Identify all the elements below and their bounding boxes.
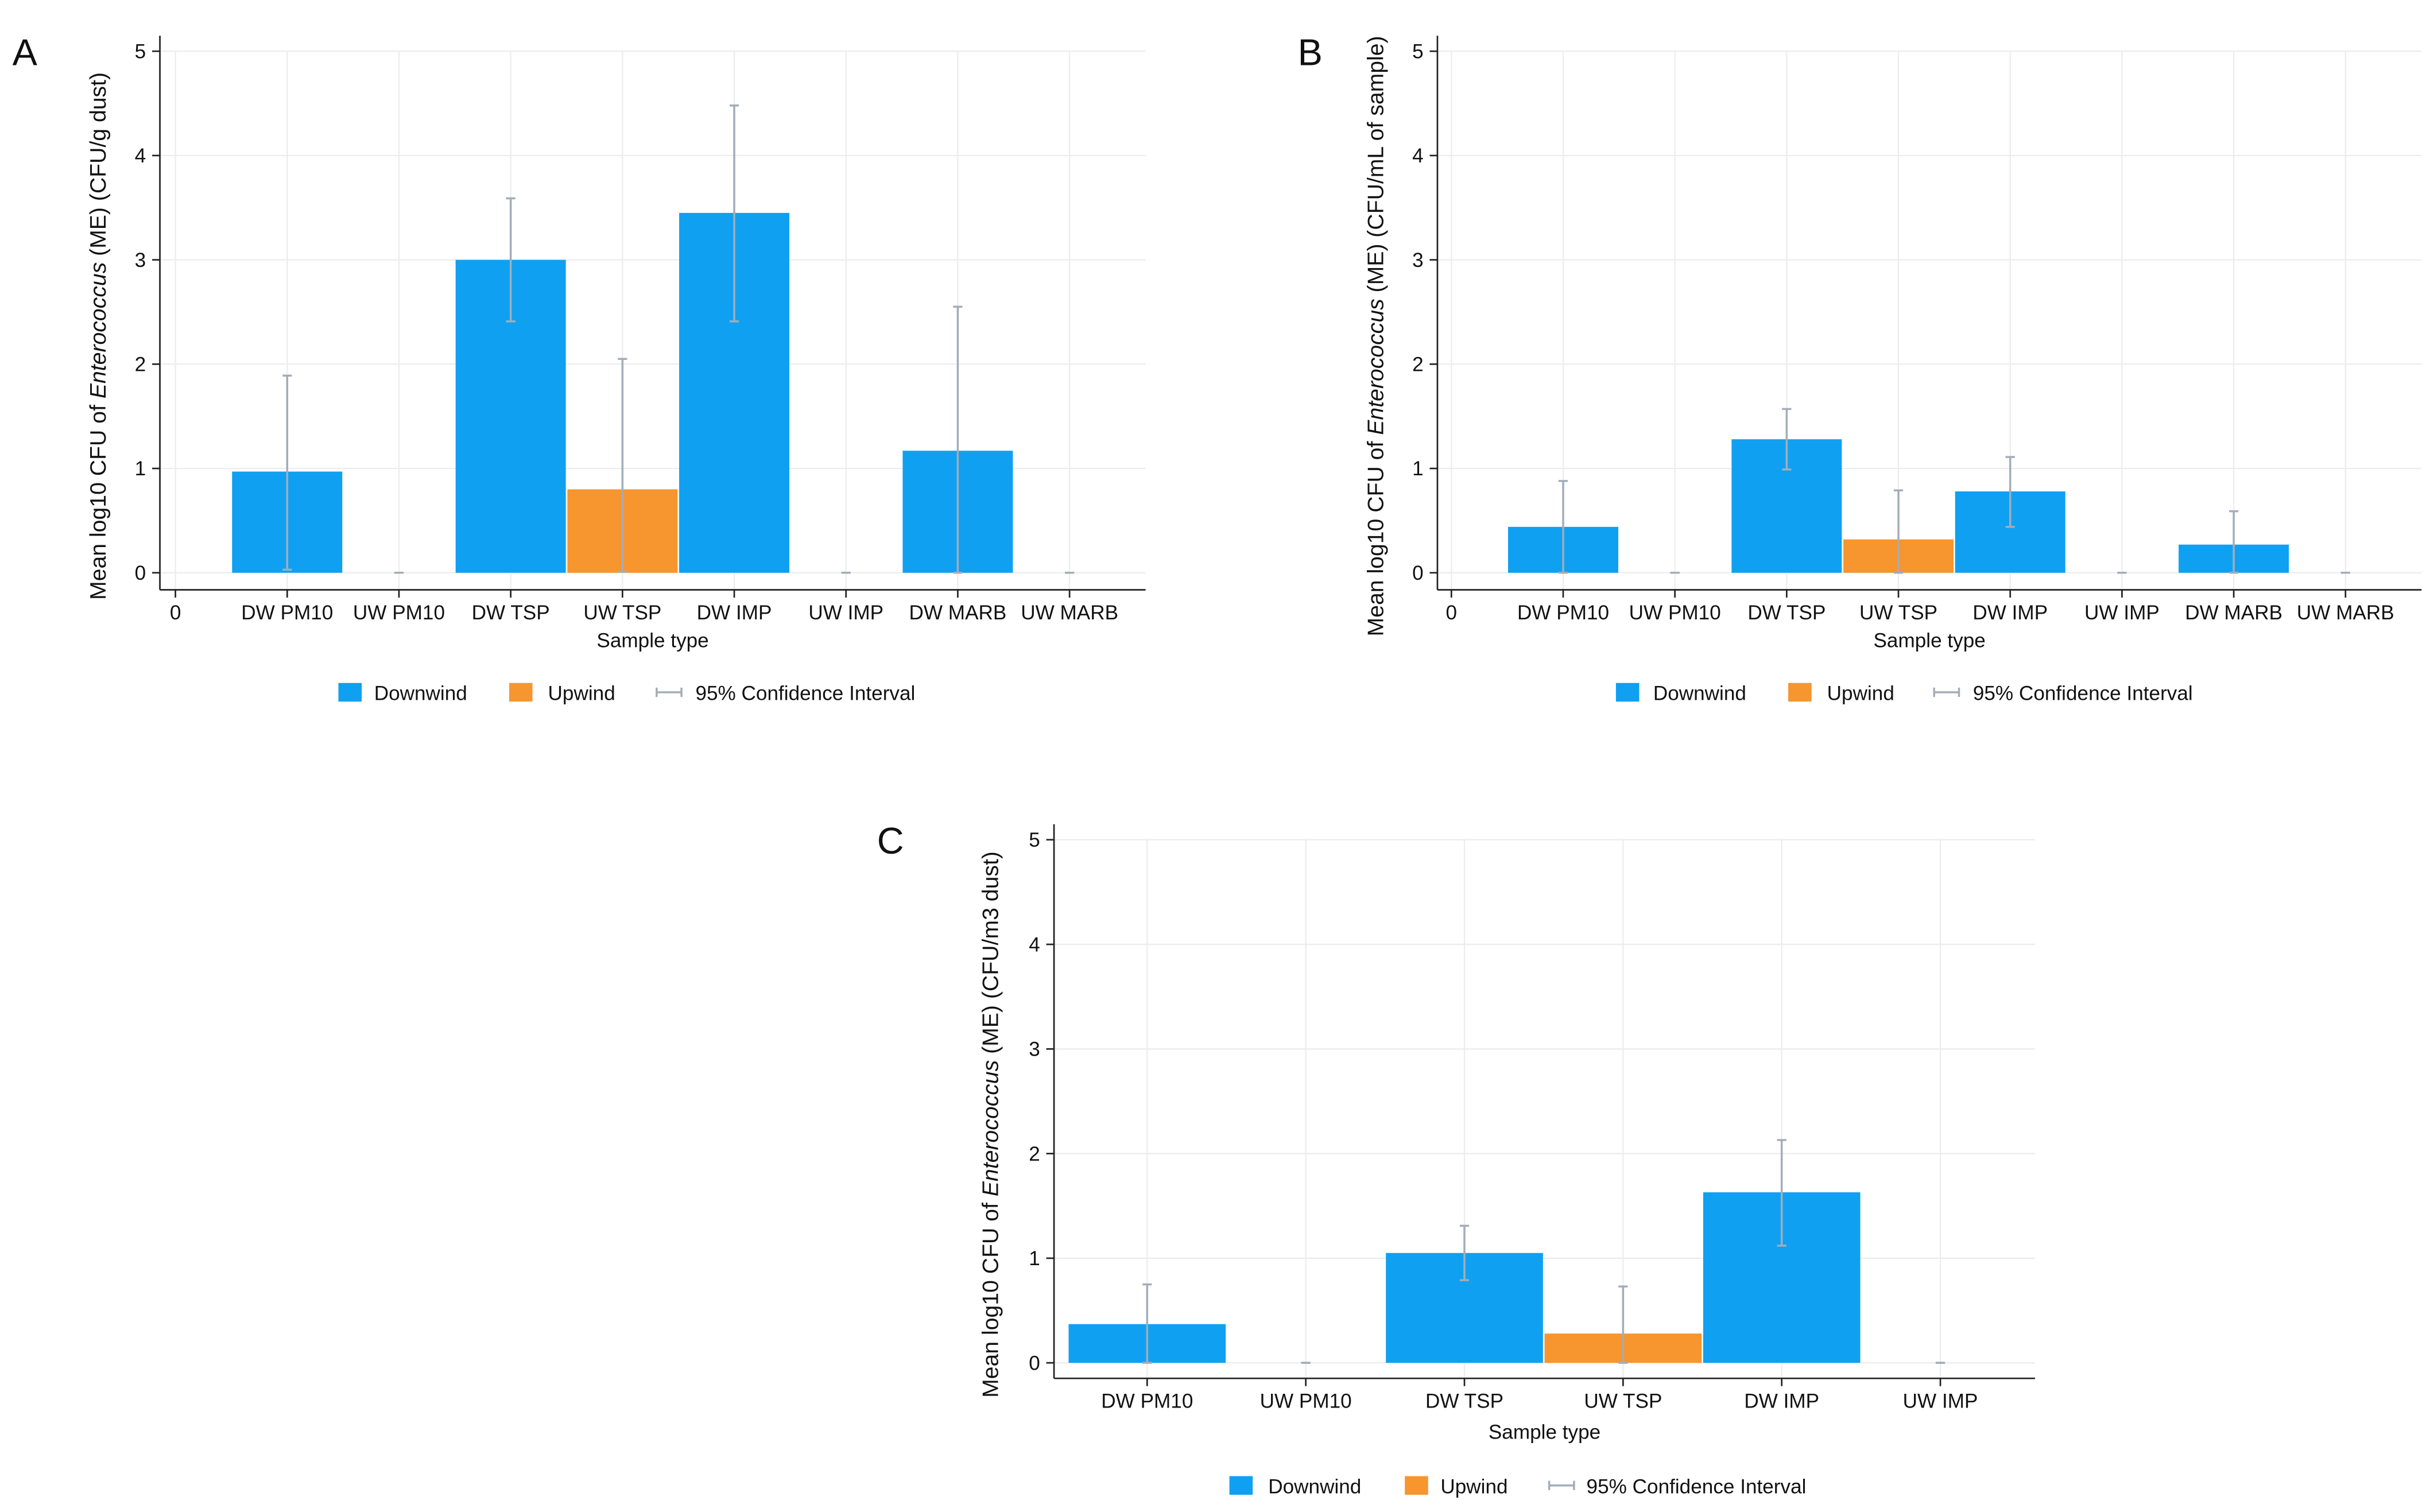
x-tick-label: DW PM10 xyxy=(241,602,333,624)
error-bar xyxy=(1618,1285,1628,1364)
panel-label: A xyxy=(13,32,38,73)
y-axis-label: Mean log10 CFU of Enterococcus (ME) (CFU… xyxy=(979,851,1003,1398)
y-tick-label: 4 xyxy=(1029,933,1040,956)
y-axis-label-italic: Enterococcus xyxy=(1363,298,1388,435)
x-tick-label: UW PM10 xyxy=(1629,602,1721,624)
panel-label: B xyxy=(1298,32,1323,73)
error-bar xyxy=(729,104,739,323)
legend-label: Downwind xyxy=(374,683,467,705)
error-bar xyxy=(1558,480,1568,574)
error-bar xyxy=(282,374,292,571)
legend-swatch xyxy=(1405,1476,1428,1495)
error-bar xyxy=(1893,489,1904,574)
legend-label: Downwind xyxy=(1653,683,1746,705)
y-tick-label: 0 xyxy=(135,562,146,584)
x-axis-label: Sample type xyxy=(1873,630,1985,652)
y-tick-label: 1 xyxy=(1412,458,1424,480)
x-tick-label: DW IMP xyxy=(697,602,772,624)
error-bar xyxy=(2005,456,2015,528)
y-tick-label: 0 xyxy=(1029,1352,1040,1374)
error-bar xyxy=(1782,408,1792,471)
error-bar xyxy=(1459,1224,1470,1281)
error-bar xyxy=(953,305,963,574)
y-tick-label: 5 xyxy=(1412,40,1424,63)
y-tick-label: 1 xyxy=(135,458,146,480)
panel-label: C xyxy=(877,820,904,862)
x-axis-label: Sample type xyxy=(1489,1421,1600,1444)
x-tick-label: UW IMP xyxy=(1903,1390,1978,1413)
x-tick-label: UW MARB xyxy=(2297,602,2394,624)
x-tick-label: UW IMP xyxy=(808,602,883,624)
y-tick-label: 3 xyxy=(1412,249,1424,272)
y-axis-label-prefix: Mean log10 CFU of xyxy=(86,398,111,600)
y-axis-label-prefix: Mean log10 CFU of xyxy=(979,1196,1003,1398)
error-bar xyxy=(2229,510,2239,574)
legend-label: Downwind xyxy=(1268,1475,1361,1498)
legend-swatch xyxy=(1229,1476,1253,1495)
y-tick-label: 4 xyxy=(135,145,146,167)
y-tick-label: 5 xyxy=(1029,829,1040,851)
y-axis-label-suffix: (ME) (CFU/g dust) xyxy=(86,72,111,262)
error-bar xyxy=(1142,1283,1152,1364)
x-tick-label: UW TSP xyxy=(1859,602,1937,624)
y-axis-label: Mean log10 CFU of Enterococcus (ME) (CFU… xyxy=(86,72,111,600)
x-tick-label: UW PM10 xyxy=(1260,1390,1352,1413)
y-axis-label-suffix: (ME) (CFU/m3 dust) xyxy=(979,851,1003,1060)
error-bar xyxy=(618,358,627,573)
legend-label: 95% Confidence Interval xyxy=(1973,683,2193,705)
y-axis-label-italic: Enterococcus xyxy=(86,262,111,398)
y-tick-label: 2 xyxy=(1412,354,1424,376)
x-axis-label: Sample type xyxy=(596,630,708,652)
y-tick-label: 1 xyxy=(1029,1247,1040,1270)
legend-label: Upwind xyxy=(548,683,615,705)
error-bar xyxy=(506,197,516,323)
legend-label: 95% Confidence Interval xyxy=(1587,1475,1807,1498)
legend-swatch xyxy=(1615,683,1640,702)
x-tick-label: DW MARB xyxy=(909,602,1007,624)
x-tick-label: DW TSP xyxy=(472,602,550,624)
legend-label: 95% Confidence Interval xyxy=(695,683,915,705)
legend-label: Upwind xyxy=(1827,683,1894,705)
legend-swatch xyxy=(509,683,533,702)
x-tick-label: DW TSP xyxy=(1747,602,1826,624)
x-tick-label: DW IMP xyxy=(1972,602,2048,624)
chart-panel: A 0 1 2 3 4 5 0 DW PM10 UW PM10 DW TSP UW TSP DW IMP… xyxy=(13,32,1146,705)
x-tick-label: DW IMP xyxy=(1744,1390,1819,1413)
y-tick-label: 3 xyxy=(1029,1038,1040,1061)
y-tick-label: 3 xyxy=(135,249,146,272)
x-tick-label: DW TSP xyxy=(1425,1390,1503,1413)
legend-swatch xyxy=(1788,683,1812,702)
chart-panel: B 0 1 2 3 4 5 0 DW PM10 UW PM10 DW TSP UW TSP DW IMP… xyxy=(1298,32,2422,705)
y-axis-label-suffix: (ME) (CFU/mL of sample) xyxy=(1363,36,1388,298)
x-tick-label: UW TSP xyxy=(583,602,661,624)
x-tick-label: UW MARB xyxy=(1021,602,1118,624)
y-tick-label: 4 xyxy=(1412,145,1424,167)
legend-swatch xyxy=(338,683,362,702)
x-tick-label: UW TSP xyxy=(1584,1390,1662,1413)
y-tick-label: 2 xyxy=(135,354,146,376)
x-tick-label: UW PM10 xyxy=(353,602,445,624)
x-tick-label: DW PM10 xyxy=(1101,1390,1193,1413)
x-tick-label: UW IMP xyxy=(2084,602,2160,624)
y-axis-label-prefix: Mean log10 CFU of xyxy=(1363,435,1388,637)
error-bar xyxy=(1777,1139,1786,1247)
y-tick-label: 0 xyxy=(1412,562,1424,584)
y-tick-label: 2 xyxy=(1029,1143,1040,1165)
chart-panel: C 0 1 2 3 4 5 DW PM10 UW PM10 DW TSP UW TSP DW IMP U… xyxy=(877,820,2036,1498)
x-tick-label: DW PM10 xyxy=(1517,602,1609,624)
x-tick-label: 0 xyxy=(1446,602,1458,624)
y-tick-label: 5 xyxy=(135,40,146,63)
y-axis-label-italic: Enterococcus xyxy=(979,1060,1003,1196)
x-tick-label: DW MARB xyxy=(2185,602,2282,624)
y-axis-label: Mean log10 CFU of Enterococcus (ME) (CFU… xyxy=(1363,36,1388,636)
x-tick-label: 0 xyxy=(170,602,181,624)
legend-label: Upwind xyxy=(1440,1475,1507,1498)
